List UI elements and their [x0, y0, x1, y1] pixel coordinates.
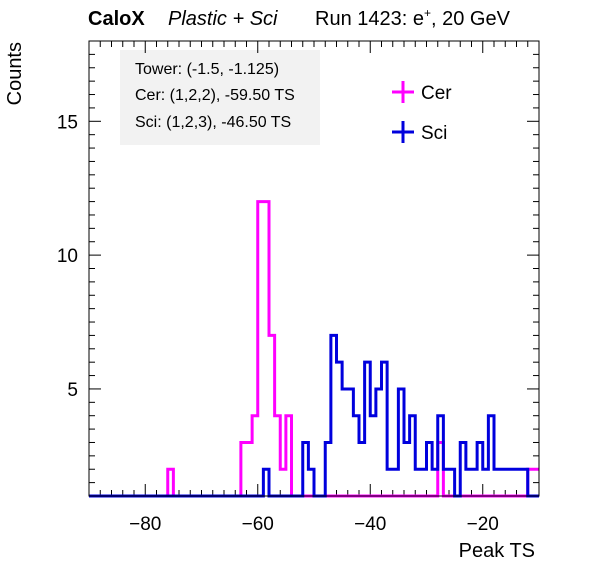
x-tick-label: −20 [467, 514, 499, 535]
info-box-background [120, 50, 320, 145]
legend: Cer Sci [392, 81, 452, 144]
legend-sci-label: Sci [421, 123, 447, 144]
run-text: Run 1423: e [315, 8, 424, 30]
run-suffix: , 20 GeV [431, 8, 511, 30]
axis-ticks: −80 −60 −40 −20 5 10 15 [57, 40, 540, 535]
run-superscript: + [424, 6, 431, 20]
series-cer-line [89, 200, 539, 498]
detector-label: Plastic + Sci [168, 8, 278, 30]
y-tick-label: 15 [57, 112, 78, 133]
histogram-series [89, 200, 539, 498]
tower-info: Tower: (-1.5, -1.125) [135, 61, 279, 78]
cer-info: Cer: (1,2,2), -59.50 TS [135, 87, 295, 104]
sci-info: Sci: (1,2,3), -46.50 TS [135, 114, 291, 131]
run-label: Run 1423: e+, 20 GeV [315, 6, 511, 30]
x-tick-label: −60 [242, 514, 274, 535]
y-axis-title: Counts [4, 42, 26, 105]
x-tick-label: −40 [354, 514, 386, 535]
plot-frame [88, 40, 540, 497]
x-axis-title: Peak TS [459, 540, 535, 562]
x-tick-label: −80 [129, 514, 161, 535]
series-sci-line [89, 333, 539, 498]
y-tick-label: 10 [57, 246, 78, 267]
y-tick-label: 5 [67, 380, 78, 401]
legend-cer-label: Cer [421, 83, 452, 104]
brand-label: CaloX [88, 8, 145, 30]
